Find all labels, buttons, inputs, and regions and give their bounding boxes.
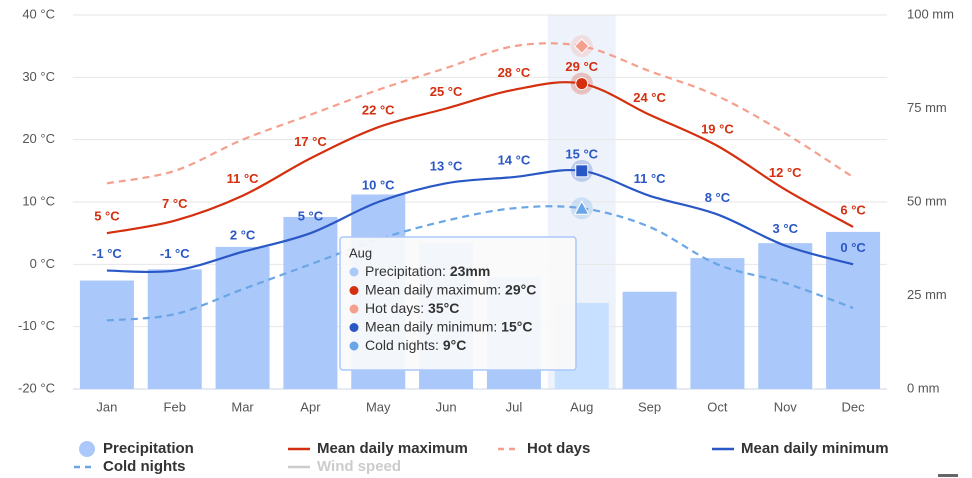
y2-tick-label: 75 mm xyxy=(907,100,947,115)
line xyxy=(106,42,854,185)
x-tick-label: Sep xyxy=(638,399,661,414)
data-label: 15 °C xyxy=(565,146,598,161)
legend-label: Precipitation xyxy=(103,440,194,457)
x-tick-label: Jul xyxy=(506,399,523,414)
line xyxy=(106,205,854,322)
tooltip-row: Mean daily maximum: 29°C xyxy=(365,281,536,297)
data-label: 8 °C xyxy=(705,190,731,205)
tooltip-dot xyxy=(349,323,359,332)
bar xyxy=(79,280,134,389)
tooltip-box xyxy=(339,236,577,371)
bar xyxy=(826,231,881,389)
data-label: 11 °C xyxy=(227,171,260,186)
tooltip-dot xyxy=(349,341,359,351)
bar xyxy=(147,269,202,389)
data-label: 5 °C xyxy=(298,209,324,224)
tooltip-name: Precipitation: xyxy=(365,263,446,279)
data-label: 24 °C xyxy=(633,90,666,105)
marker xyxy=(575,77,589,91)
legend-symbol xyxy=(79,441,95,457)
tooltip-value: 23mm xyxy=(450,263,490,279)
tooltip-dot xyxy=(349,267,359,277)
bar xyxy=(690,258,745,389)
data-label: 7 °C xyxy=(162,196,188,211)
tooltip-name: Hot days: xyxy=(365,300,424,316)
data-label: 25 °C xyxy=(430,84,463,99)
x-tick-label: Aug xyxy=(570,399,593,414)
tooltip-name: Mean daily maximum: xyxy=(365,281,501,297)
data-label: 5 °C xyxy=(94,209,120,224)
tooltip-title: Aug xyxy=(349,245,372,260)
tooltip-name: Cold nights: xyxy=(365,337,439,353)
bar xyxy=(622,291,677,389)
data-label: 6 °C xyxy=(840,202,866,217)
bar xyxy=(283,216,338,389)
data-label: 17 °C xyxy=(294,134,327,149)
menu-icon xyxy=(938,474,958,477)
line xyxy=(106,169,854,274)
tooltip-row: Mean daily minimum: 15°C xyxy=(365,318,532,334)
data-label: 22 °C xyxy=(362,103,395,118)
legend-label: Mean daily minimum xyxy=(741,440,889,457)
x-tick-label: Mar xyxy=(231,399,254,414)
data-label: 28 °C xyxy=(498,65,531,80)
tooltip-dot xyxy=(349,286,359,295)
data-label: 14 °C xyxy=(498,153,531,168)
y2-tick-label: 100 mm xyxy=(907,6,954,21)
y-tick-label: -20 °C xyxy=(18,380,55,395)
tooltip-row: Hot days: 35°C xyxy=(365,300,459,316)
y-tick-label: 30 °C xyxy=(22,69,55,84)
x-tick-label: Feb xyxy=(164,399,186,414)
data-label: 13 °C xyxy=(430,159,463,174)
x-tick-label: Jun xyxy=(436,399,457,414)
data-label: 19 °C xyxy=(701,121,734,136)
y-tick-label: 20 °C xyxy=(22,131,55,146)
data-label: 29 °C xyxy=(565,59,598,74)
legend-label: Hot days xyxy=(527,440,590,457)
tooltip-value: 35°C xyxy=(428,300,459,316)
data-label: 11 °C xyxy=(634,171,667,186)
tooltip-value: 15°C xyxy=(501,318,532,334)
y-tick-label: 40 °C xyxy=(22,6,55,21)
tooltip-row: Cold nights: 9°C xyxy=(365,337,466,353)
legend-label: Cold nights xyxy=(103,458,186,475)
bar xyxy=(215,246,270,389)
x-tick-label: Nov xyxy=(774,399,798,414)
legend-label: Mean daily maximum xyxy=(317,440,468,457)
data-label: 12 °C xyxy=(769,165,802,180)
y-tick-label: 10 °C xyxy=(22,193,55,208)
x-tick-label: Dec xyxy=(842,399,866,414)
bar xyxy=(758,243,813,389)
line xyxy=(106,81,854,235)
x-tick-label: Apr xyxy=(300,399,321,414)
y2-tick-label: 0 mm xyxy=(907,380,940,395)
tooltip-row: Precipitation: 23mm xyxy=(365,263,490,279)
data-label: 10 °C xyxy=(362,177,395,192)
marker xyxy=(574,38,590,54)
x-tick-label: May xyxy=(366,399,391,414)
tooltip-dot xyxy=(349,304,359,314)
y2-tick-label: 50 mm xyxy=(907,193,947,208)
x-tick-label: Oct xyxy=(707,399,728,414)
tooltip-value: 29°C xyxy=(505,281,536,297)
x-tick-label: Jan xyxy=(96,399,117,414)
y2-tick-label: 25 mm xyxy=(907,287,947,302)
marker xyxy=(575,164,589,178)
tooltip: Aug Precipitation: 23mm Mean daily maximum… xyxy=(339,236,577,371)
y-tick-label: -10 °C xyxy=(18,318,55,333)
legend-label: Wind speed xyxy=(317,458,401,475)
data-label: -1 °C xyxy=(92,246,122,261)
tooltip-value: 9°C xyxy=(443,337,467,353)
data-label: 3 °C xyxy=(773,221,799,236)
y-tick-label: 0 °C xyxy=(30,256,55,271)
data-label: 2 °C xyxy=(230,227,256,242)
data-label: -1 °C xyxy=(160,246,190,261)
tooltip-name: Mean daily minimum: xyxy=(365,318,497,334)
data-label: 0 °C xyxy=(840,240,866,255)
marker xyxy=(573,200,590,215)
